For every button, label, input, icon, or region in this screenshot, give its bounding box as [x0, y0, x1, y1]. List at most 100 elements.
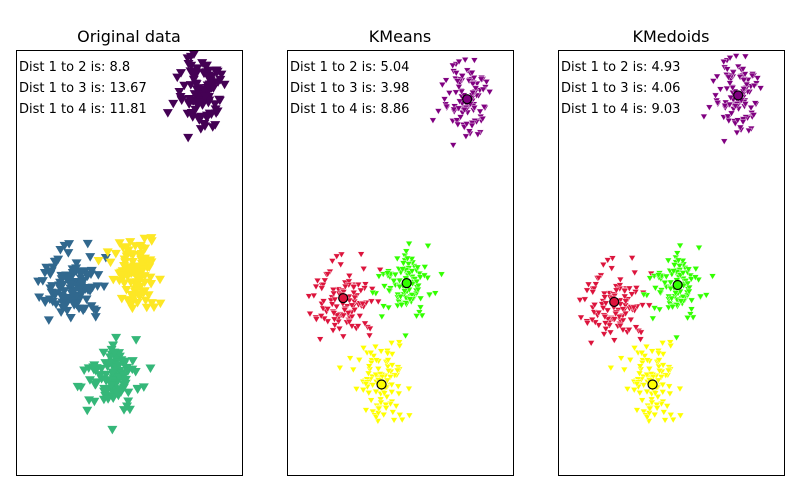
scatter-point — [629, 304, 638, 312]
scatter-point — [720, 138, 728, 146]
scatter-point — [655, 368, 664, 375]
scatter-point — [139, 278, 150, 288]
scatter-point — [687, 276, 695, 283]
scatter-point — [368, 286, 377, 293]
scatter-point — [312, 316, 321, 323]
scatter-point — [679, 294, 687, 301]
scatter-point — [369, 353, 378, 360]
scatter-point — [316, 336, 324, 343]
scatter-point — [416, 274, 424, 281]
scatter-point — [305, 293, 313, 300]
scatter-point — [590, 302, 599, 309]
scatter-point — [453, 78, 462, 85]
scatter-point — [636, 363, 644, 370]
scatter-point — [452, 70, 461, 77]
scatter-point — [736, 124, 745, 132]
scatter-point — [628, 255, 636, 262]
scatter-point — [470, 105, 479, 112]
scatter-point — [371, 344, 380, 351]
scatter-point — [485, 89, 494, 96]
scatter-point — [611, 310, 620, 318]
scatter-point — [139, 272, 150, 281]
scatter-point — [131, 336, 142, 345]
scatter-point — [390, 278, 398, 285]
scatter-point — [34, 293, 45, 303]
scatter-point — [412, 278, 421, 286]
scatter-point — [590, 285, 598, 293]
scatter-point — [654, 272, 663, 279]
scatter-point — [676, 412, 685, 420]
scatter-point — [403, 255, 412, 263]
scatter-point — [672, 334, 681, 342]
scatter-point — [105, 353, 116, 362]
scatter-point — [655, 306, 664, 314]
scatter-point — [753, 75, 762, 82]
scatter-point — [93, 257, 104, 266]
scatter-point — [694, 277, 703, 284]
scatter-point — [424, 243, 432, 250]
scatter-point — [630, 387, 638, 394]
scatter-point — [448, 62, 457, 70]
scatter-point — [470, 75, 478, 82]
scatter-point — [616, 282, 624, 289]
scatter-point — [332, 303, 341, 311]
scatter-point — [666, 343, 675, 350]
scatter-point — [739, 119, 747, 126]
scatter-point — [479, 86, 487, 94]
scatter-point — [748, 72, 757, 80]
scatter-point — [606, 329, 615, 337]
scatter-point — [104, 359, 115, 368]
scatter-point — [94, 371, 105, 380]
scatter-point — [395, 277, 404, 285]
distance-annotation-1-2: Dist 1 to 2 is: 5.04 — [290, 60, 409, 75]
scatter-point — [469, 89, 477, 97]
scatter-point — [651, 390, 660, 397]
scatter-point — [581, 296, 589, 304]
scatter-point — [45, 270, 56, 280]
scatter-point — [380, 390, 389, 397]
scatter-point — [686, 272, 695, 280]
scatter-point — [116, 294, 127, 304]
scatter-point — [612, 287, 621, 294]
scatter-point — [337, 251, 346, 259]
scatter-point — [369, 408, 377, 416]
centroid-group — [338, 94, 473, 390]
scatter-point — [118, 406, 129, 415]
scatter-point — [212, 107, 223, 117]
scatter-point — [361, 320, 369, 328]
scatter-point — [415, 309, 424, 316]
scatter-point — [141, 303, 152, 313]
scatter-point — [603, 307, 612, 315]
scatter-point — [442, 77, 450, 84]
scatter-point — [378, 374, 386, 381]
scatter-point — [724, 113, 732, 121]
scatter-point — [660, 409, 668, 416]
scatter-point — [713, 73, 721, 81]
scatter-point — [453, 117, 461, 124]
scatter-point — [189, 90, 200, 99]
scatter-point — [330, 310, 338, 317]
scatter-point — [139, 234, 150, 244]
scatter-point — [727, 110, 736, 118]
scatter-point — [374, 298, 383, 306]
scatter-point — [120, 379, 131, 389]
scatter-point — [649, 315, 657, 323]
scatter-point — [724, 74, 733, 82]
scatter-point — [667, 412, 675, 419]
scatter-point — [621, 293, 629, 301]
scatter-point — [57, 298, 68, 308]
scatter-point — [600, 294, 609, 301]
centroid-group — [609, 90, 744, 390]
scatter-point — [628, 291, 636, 298]
scatter-point — [691, 274, 700, 281]
scatter-point — [664, 257, 673, 265]
scatter-point — [384, 368, 393, 375]
scatter-point — [107, 425, 118, 435]
scatter-point — [729, 69, 738, 77]
scatter-point — [108, 341, 119, 350]
scatter-point — [412, 313, 421, 320]
scatter-point — [607, 265, 616, 272]
scatter-point — [723, 66, 732, 73]
scatter-point — [646, 275, 654, 282]
scatter-point — [393, 255, 402, 263]
